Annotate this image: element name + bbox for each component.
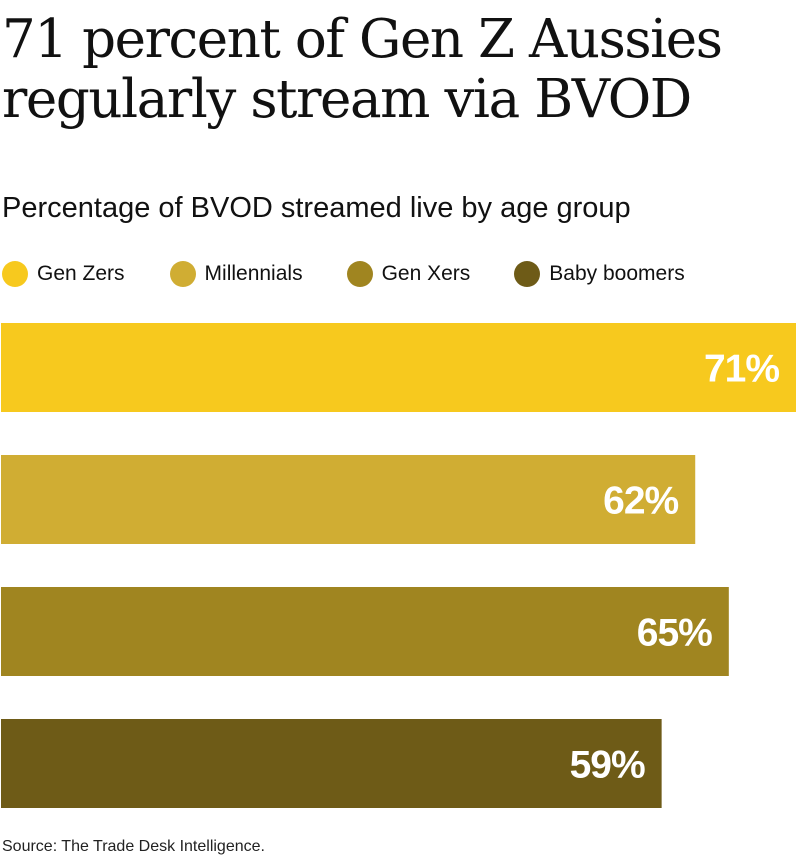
bar-value-label-gen-xers: 65%: [637, 612, 712, 655]
legend-item-gen-zers: Gen Zers: [2, 261, 125, 287]
bar-value-label-gen-zers: 71%: [704, 348, 779, 391]
legend-swatch-gen-xers: [346, 261, 373, 287]
legend-item-gen-xers: Gen Xers: [346, 261, 471, 287]
legend-label-millennials: Millennials: [204, 262, 303, 285]
legend-swatch-gen-zers: [2, 261, 28, 287]
legend-swatch-baby-boomers: [514, 261, 541, 287]
legend-label-gen-zers: Gen Zers: [37, 262, 125, 285]
legend-item-baby-boomers: Baby boomers: [514, 261, 685, 287]
legend-item-millennials: Millennials: [169, 261, 303, 287]
legend-label-baby-boomers: Baby boomers: [549, 262, 685, 285]
chart-title: 71 percent of Gen Z Aussies regularly st…: [2, 9, 723, 130]
legend: Gen Zers Millennials Gen Xers Baby boome…: [2, 258, 685, 290]
legend-label-gen-xers: Gen Xers: [381, 262, 471, 285]
bar-value-label-baby-boomers: 59%: [570, 744, 645, 787]
bar-value-label-millennials: 62%: [603, 480, 678, 523]
legend-swatch-millennials: [169, 261, 196, 287]
bar-baby-boomers: [1, 719, 662, 808]
bar-gen-zers: [1, 323, 796, 412]
chart-subtitle: Percentage of BVOD streamed live by age …: [2, 192, 631, 224]
bar-millennials: [1, 455, 696, 544]
source-note: Source: The Trade Desk Intelligence.: [2, 838, 265, 855]
bar-gen-xers: [1, 587, 729, 676]
